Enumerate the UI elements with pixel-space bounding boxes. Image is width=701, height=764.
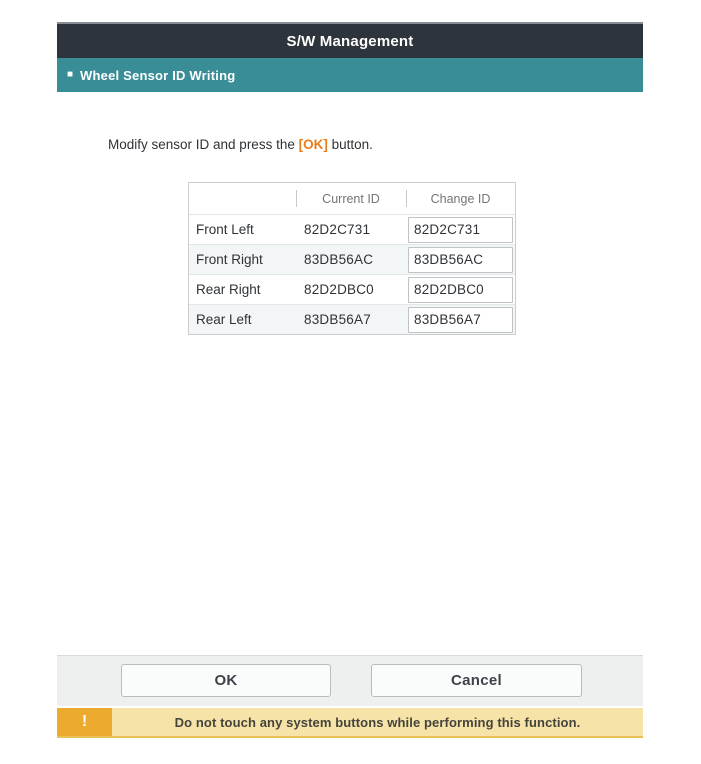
wheel-position-label: Rear Left <box>196 312 252 327</box>
table-row: Rear Right 82D2DBC0 <box>189 274 515 304</box>
warning-bar: ! Do not touch any system buttons while … <box>57 708 643 738</box>
instruction-ok-highlight: [OK] <box>298 137 328 152</box>
instruction-prefix: Modify sensor ID and press the <box>108 137 299 152</box>
sensor-table-body: Front Left 82D2C731 Front Right 83DB56AC Rea… <box>189 214 515 334</box>
page-title: S/W Management <box>286 32 414 50</box>
current-id-value: 82D2C731 <box>304 222 371 237</box>
wheel-position-label: Front Right <box>196 252 263 267</box>
column-header-blank <box>189 183 296 214</box>
change-id-cell <box>406 245 515 274</box>
table-header-row: Current ID Change ID <box>189 183 515 214</box>
function-header: ■ Wheel Sensor ID Writing <box>57 58 643 92</box>
wheel-position-label: Front Left <box>196 222 254 237</box>
column-header-change-id: Change ID <box>406 183 515 214</box>
current-id-value: 83DB56AC <box>304 252 374 267</box>
footer-bar: OK Cancel <box>57 655 643 706</box>
table-row: Rear Left 83DB56A7 <box>189 304 515 334</box>
current-id-value: 82D2DBC0 <box>304 282 374 297</box>
change-id-input[interactable] <box>408 306 513 333</box>
change-id-input[interactable] <box>408 246 513 273</box>
table-row: Front Left 82D2C731 <box>189 214 515 244</box>
current-id-value: 83DB56A7 <box>304 312 371 327</box>
instruction-text: Modify sensor ID and press the [OK] butt… <box>108 137 373 152</box>
function-title: Wheel Sensor ID Writing <box>80 67 236 83</box>
cancel-button[interactable]: Cancel <box>371 664 582 697</box>
ok-button[interactable]: OK <box>121 664 331 697</box>
change-id-input[interactable] <box>408 276 513 303</box>
warning-message: Do not touch any system buttons while pe… <box>112 708 643 736</box>
sensor-id-table: Current ID Change ID Front Left82D2C731F… <box>188 182 516 335</box>
title-bar: S/W Management <box>57 22 643 58</box>
exclamation-icon: ! <box>57 708 112 736</box>
wheel-position-label: Rear Right <box>196 282 261 297</box>
square-bullet-icon: ■ <box>67 69 74 80</box>
change-id-cell <box>406 305 515 334</box>
change-id-cell <box>406 215 515 244</box>
change-id-cell <box>406 275 515 304</box>
column-header-current-id: Current ID <box>296 183 406 214</box>
table-row: Front Right 83DB56AC <box>189 244 515 274</box>
instruction-suffix: button. <box>327 137 373 152</box>
change-id-input[interactable] <box>408 216 513 243</box>
